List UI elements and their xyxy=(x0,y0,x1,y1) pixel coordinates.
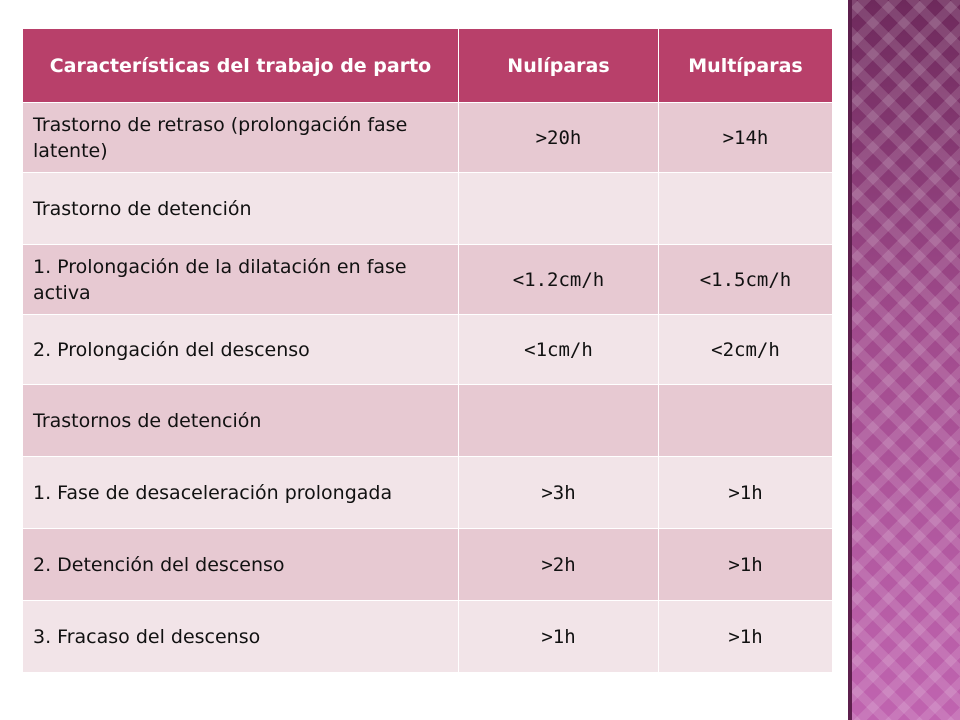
table-row: 1. Prolongación de la dilatación en fase… xyxy=(22,244,833,315)
row-multiparas-value: <2cm/h xyxy=(658,314,833,385)
table-row: Trastornos de detención xyxy=(22,384,833,457)
row-label: Trastornos de detención xyxy=(22,384,459,457)
row-multiparas-value: >14h xyxy=(658,102,833,173)
row-nuliparas-value: <1cm/h xyxy=(458,314,659,385)
row-nuliparas-value: >1h xyxy=(458,600,659,673)
row-multiparas-value: <1.5cm/h xyxy=(658,244,833,315)
row-nuliparas-value: >2h xyxy=(458,528,659,601)
header-characteristics: Características del trabajo de parto xyxy=(22,28,459,103)
table-row: 3. Fracaso del descenso >1h >1h xyxy=(22,600,833,673)
table-row: Trastorno de detención xyxy=(22,172,833,245)
row-label: 1. Prolongación de la dilatación en fase… xyxy=(22,244,459,315)
side-panel-edge xyxy=(848,0,852,720)
row-multiparas-value: >1h xyxy=(658,456,833,529)
table-row: 2. Detención del descenso >2h >1h xyxy=(22,528,833,601)
row-nuliparas-value xyxy=(458,172,659,245)
row-multiparas-value: >1h xyxy=(658,528,833,601)
row-nuliparas-value: >20h xyxy=(458,102,659,173)
table-row: 2. Prolongación del descenso <1cm/h <2cm… xyxy=(22,314,833,385)
row-label: 2. Detención del descenso xyxy=(22,528,459,601)
row-multiparas-value xyxy=(658,384,833,457)
row-label: Trastorno de retraso (prolongación fase … xyxy=(22,102,459,173)
header-multiparas: Multíparas xyxy=(658,28,833,103)
row-nuliparas-value: >3h xyxy=(458,456,659,529)
row-label: 2. Prolongación del descenso xyxy=(22,314,459,385)
row-label: 1. Fase de desaceleración prolongada xyxy=(22,456,459,529)
table-row: 1. Fase de desaceleración prolongada >3h… xyxy=(22,456,833,529)
row-multiparas-value xyxy=(658,172,833,245)
table-header-row: Características del trabajo de parto Nul… xyxy=(22,28,833,103)
table-row: Trastorno de retraso (prolongación fase … xyxy=(22,102,833,173)
row-label: 3. Fracaso del descenso xyxy=(22,600,459,673)
labor-characteristics-table: Características del trabajo de parto Nul… xyxy=(22,28,833,673)
row-nuliparas-value xyxy=(458,384,659,457)
row-nuliparas-value: <1.2cm/h xyxy=(458,244,659,315)
row-multiparas-value: >1h xyxy=(658,600,833,673)
header-nuliparas: Nulíparas xyxy=(458,28,659,103)
decorative-side-panel xyxy=(848,0,960,720)
row-label: Trastorno de detención xyxy=(22,172,459,245)
